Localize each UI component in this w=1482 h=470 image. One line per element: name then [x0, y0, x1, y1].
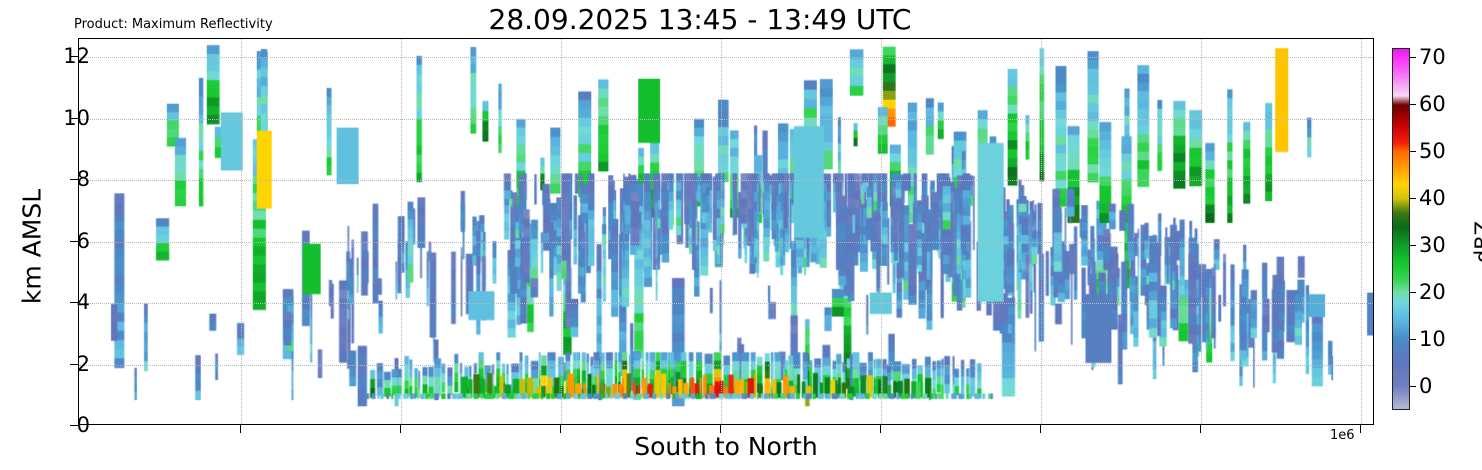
x-axis-label: South to North: [634, 432, 818, 461]
x-tick-mark: [1200, 425, 1202, 433]
x-tick-mark: [1040, 425, 1042, 433]
colorbar-tick-label: 0: [1419, 374, 1433, 399]
y-tick-mark: [70, 117, 78, 119]
colorbar-tick-label: 30: [1419, 233, 1446, 258]
x-tick-mark: [1360, 425, 1362, 433]
colorbar-tick-mark: [1410, 386, 1416, 388]
colorbar-tick-mark: [1410, 339, 1416, 341]
y-tick-label: 10: [63, 105, 90, 130]
y-tick-mark: [70, 302, 78, 304]
colorbar-tick-mark: [1410, 104, 1416, 106]
y-tick-label: 0: [76, 413, 90, 437]
product-annotation: Product: Maximum Reflectivity: [74, 17, 273, 32]
x-tick-mark: [560, 425, 562, 433]
y-tick-label: 4: [76, 290, 90, 315]
colorbar-tick-mark: [1410, 198, 1416, 200]
colorbar-tick-label: 60: [1419, 92, 1446, 117]
y-tick-mark: [70, 363, 78, 365]
y-tick-label: 8: [76, 167, 90, 192]
y-tick-label: 6: [76, 228, 90, 253]
colorbar-tick-mark: [1410, 292, 1416, 294]
x-tick-mark: [400, 425, 402, 433]
colorbar-tick-label: 20: [1419, 280, 1446, 305]
x-tick-mark: [880, 425, 882, 433]
reflectivity-cross-section-canvas: [79, 39, 1373, 424]
colorbar-tick-mark: [1410, 245, 1416, 247]
y-tick-label: 12: [63, 44, 90, 69]
x-tick-mark: [240, 425, 241, 433]
y-tick-label: 2: [76, 351, 90, 376]
colorbar-tick-mark: [1410, 151, 1416, 153]
colorbar[interactable]: [1392, 48, 1410, 410]
y-tick-mark: [70, 425, 78, 426]
colorbar-gradient: [1392, 48, 1410, 410]
colorbar-tick-label: 10: [1419, 327, 1446, 352]
x-tick-mark: [720, 425, 722, 433]
colorbar-tick-mark: [1410, 57, 1416, 59]
colorbar-tick-label: 50: [1419, 139, 1446, 164]
colorbar-tick-label: 70: [1419, 45, 1446, 70]
colorbar-tick-label: 40: [1419, 186, 1446, 211]
y-tick-mark: [70, 179, 78, 181]
plot-area[interactable]: [78, 38, 1374, 425]
y-tick-mark: [70, 56, 78, 58]
y-tick-mark: [70, 240, 78, 242]
x-axis-offset-text: 1e6: [1330, 428, 1355, 443]
colorbar-axis-label: dBZ: [1471, 220, 1482, 264]
page-title: 28.09.2025 13:45 - 13:49 UTC: [488, 3, 912, 36]
